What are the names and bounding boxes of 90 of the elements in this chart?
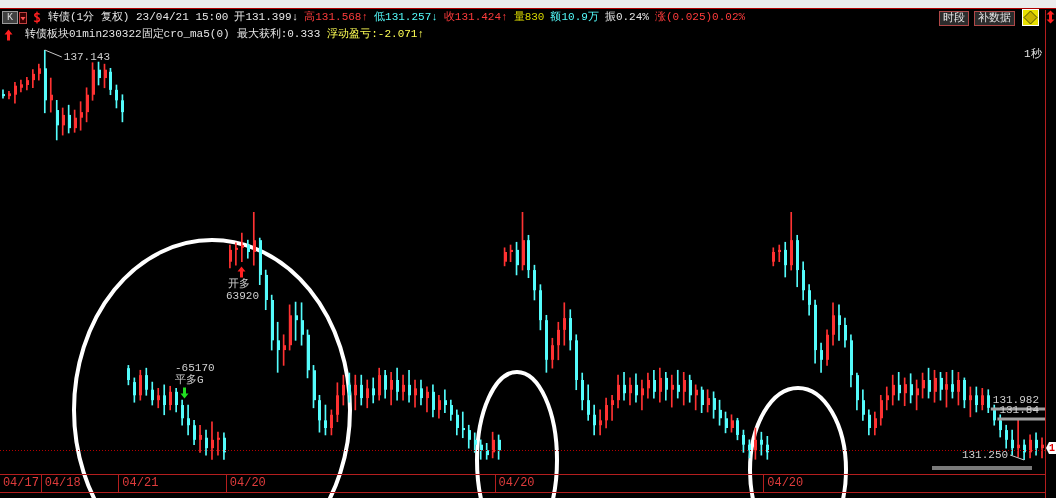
candlestick: [2, 89, 5, 99]
text: 振0.24%: [604, 11, 649, 24]
candlestick: [736, 417, 739, 441]
candlestick: [1017, 420, 1020, 458]
candlestick: [754, 427, 757, 460]
candlestick: [121, 94, 124, 123]
candlestick: [324, 404, 327, 436]
candlestick: [139, 369, 142, 401]
candlestick: [545, 314, 548, 373]
annotation: 开多: [228, 277, 250, 290]
candlestick: [252, 211, 256, 266]
candlestick: [778, 244, 781, 263]
candlestick: [241, 232, 244, 263]
candlestick: [127, 365, 130, 386]
candlestick: [772, 247, 775, 267]
button: 时段: [939, 11, 969, 26]
text: 收131.424↑: [443, 11, 508, 24]
button: K: [2, 11, 18, 24]
candlestick: [533, 264, 536, 301]
candlestick: [581, 372, 584, 411]
candlestick: [969, 386, 972, 418]
candlestick: [670, 374, 674, 408]
candlestick: [790, 211, 793, 271]
candlestick: [784, 241, 787, 278]
button: 补数据: [974, 11, 1015, 26]
candlestick: [641, 379, 644, 411]
candlestick: [975, 386, 978, 413]
candlestick: [354, 374, 357, 411]
candlestick: [551, 337, 554, 369]
candlestick: [563, 302, 566, 346]
candlestick: [360, 374, 363, 406]
annotation: -65170: [175, 361, 215, 374]
candlestick: [760, 431, 763, 456]
candlestick: [557, 321, 560, 361]
candlestick: [951, 369, 954, 399]
candlestick: [199, 424, 202, 453]
candlestick: [336, 382, 339, 423]
candlestick: [157, 388, 160, 409]
annotation: 平多G: [175, 373, 204, 386]
candlestick: [569, 309, 572, 351]
annotation: 1: [1049, 442, 1056, 454]
candlestick: [235, 242, 238, 266]
candlestick: [163, 384, 166, 416]
candlestick: [999, 414, 1002, 438]
annotation: 63920: [226, 289, 260, 302]
candlestick: [276, 321, 280, 373]
candlestick: [957, 372, 960, 406]
candlestick: [885, 386, 889, 411]
text: 高131.568↑: [304, 11, 369, 24]
candlestick: [151, 381, 154, 406]
candlestick: [539, 284, 542, 331]
ref-line-label: 131.84: [999, 404, 1040, 417]
text: 最大获利:0.333: [236, 28, 321, 41]
text: 量830: [513, 11, 545, 24]
candlestick: [133, 377, 136, 403]
annotation: 137.143: [63, 50, 110, 63]
annotation: 1秒: [1024, 48, 1042, 61]
candlestick: [963, 377, 966, 409]
text: 低131.257↓: [374, 11, 438, 24]
candlestick: [742, 429, 745, 453]
candlestick: [348, 372, 351, 403]
candlestick: [366, 379, 369, 409]
text: 浮动盈亏:-2.071↑: [327, 28, 425, 41]
candlestick: [372, 377, 375, 404]
candlestick: [187, 404, 190, 436]
candlestick: [115, 84, 118, 109]
candlestick: [330, 409, 333, 436]
candlestick: [575, 334, 578, 391]
candlestick: [599, 409, 602, 436]
candlestick: [981, 388, 984, 411]
candlestick: [461, 411, 465, 439]
text: 开131.399↓: [234, 11, 299, 24]
text: 转债板块01min230322固定cro_ma5(0): [25, 28, 230, 41]
candlestick: [1041, 437, 1044, 459]
chart-title: 转债(1分 复权) 23/04/21 15:00: [48, 11, 229, 24]
candlestick: [145, 367, 148, 396]
candlestick: [342, 374, 345, 406]
candlestick: [611, 394, 614, 421]
candlestick: [444, 389, 447, 414]
candlestick: [527, 234, 530, 279]
annotation: 131.250: [961, 448, 1009, 461]
candlestick: [318, 394, 321, 433]
candlestick: [945, 372, 948, 408]
candlestick: [211, 421, 214, 460]
candlestick: [217, 431, 220, 456]
candlestick: [109, 67, 112, 96]
candlestick: [987, 389, 990, 414]
text: 额10.9万: [550, 11, 599, 24]
text: 涨(0.025)0.02%: [654, 11, 746, 24]
ref-line-label: 131.982: [992, 394, 1040, 407]
